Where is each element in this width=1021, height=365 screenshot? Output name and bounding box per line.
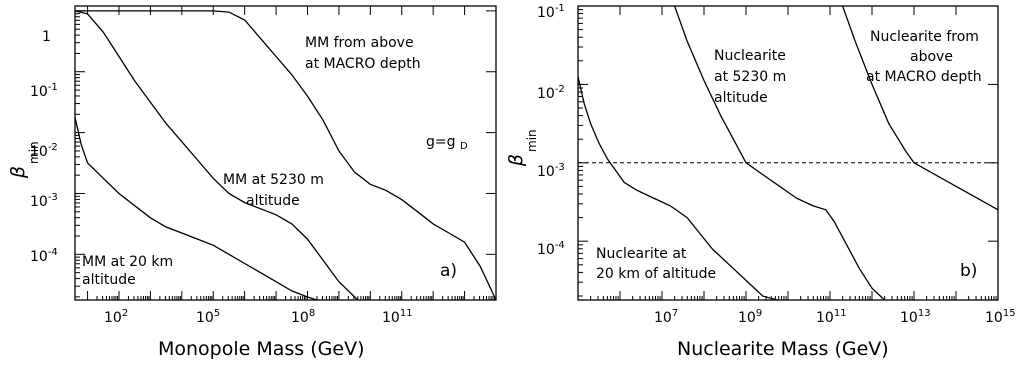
panel-a-label-20km-1: MM at 20 km (82, 254, 173, 270)
panel-b-series-3-line (841, 5, 999, 211)
panel-a: 1 10-1 10-2 10-3 10-4 102 105 108 1011 M… (7, 5, 497, 360)
panel-a-label-20km-2: altitude (82, 272, 136, 288)
svg-text:β: β (7, 166, 29, 179)
panel-a-ytick-1e-1: 10-1 (30, 82, 58, 100)
svg-text:min: min (27, 141, 41, 164)
panel-a-xtick-1e2: 102 (104, 308, 128, 326)
panel-a-ylabel: β min (7, 141, 41, 179)
svg-text:min: min (525, 129, 539, 152)
panel-b-label-20km-2: 20 km of altitude (596, 266, 716, 282)
panel-a-label-5230-1: MM at 5230 m (223, 172, 324, 188)
panel-b-xtick-1e9: 109 (738, 308, 762, 326)
panel-a-label-g-sub: D (460, 141, 468, 152)
panel-b-label-above-3: at MACRO depth (866, 69, 982, 85)
panel-a-label-g: g=g (426, 134, 456, 150)
panel-a-xtick-1e8: 108 (291, 308, 315, 326)
panel-b-ytick-1e-3: 10-3 (537, 162, 565, 180)
panel-b-xtick-1e13: 1013 (900, 308, 931, 326)
panel-b-label-5230-1: Nuclearite (714, 48, 786, 64)
panel-b-label-5230-3: altitude (714, 90, 768, 106)
panel-b-xtick-1e7: 107 (654, 308, 678, 326)
panel-a-xtick-1e5: 105 (196, 308, 220, 326)
panel-b: 10-1 10-2 10-3 10-4 107 109 1011 1013 10… (505, 3, 1016, 360)
panel-b-label-5230-2: at 5230 m (714, 69, 786, 85)
panel-b-label-20km-1: Nuclearite at (596, 246, 687, 262)
panel-a-ytick-1: 1 (42, 29, 51, 45)
panel-b-ytick-1e-4: 10-4 (537, 240, 565, 258)
panel-b-series-1-line (577, 76, 778, 301)
svg-text:β: β (505, 154, 527, 167)
panel-a-label-above-1: MM from above (305, 35, 414, 51)
panel-b-label-above-2: above (910, 49, 953, 65)
panel-a-xlabel: Monopole Mass (GeV) (158, 338, 365, 360)
panel-a-label-above-2: at MACRO depth (305, 56, 421, 72)
panel-a-series-3-line (74, 117, 318, 301)
panel-a-curves (74, 10, 497, 301)
panel-a-ytick-1e-4: 10-4 (30, 247, 58, 265)
panel-b-xtick-1e11: 1011 (816, 308, 847, 326)
panel-b-ylabel: β min (505, 129, 539, 167)
panel-b-panel-label: b) (960, 261, 977, 281)
panel-b-ytick-1e-1: 10-1 (537, 3, 565, 21)
panel-a-ytick-1e-3: 10-3 (30, 192, 58, 210)
panel-b-label-above-1: Nuclearite from (870, 29, 979, 45)
panel-b-curves (577, 5, 999, 301)
panel-b-xtick-1e15: 1015 (985, 308, 1016, 326)
panel-a-xtick-1e11: 1011 (382, 308, 413, 326)
panel-a-label-5230-2: altitude (246, 193, 300, 209)
panel-a-series-1-line (75, 10, 497, 301)
panel-a-panel-label: a) (440, 261, 457, 281)
panel-b-series-2-line (673, 5, 886, 301)
panel-a-series-2-line (74, 10, 359, 301)
panel-b-xlabel: Nuclearite Mass (GeV) (677, 338, 889, 360)
panel-b-ytick-1e-2: 10-2 (537, 84, 565, 102)
